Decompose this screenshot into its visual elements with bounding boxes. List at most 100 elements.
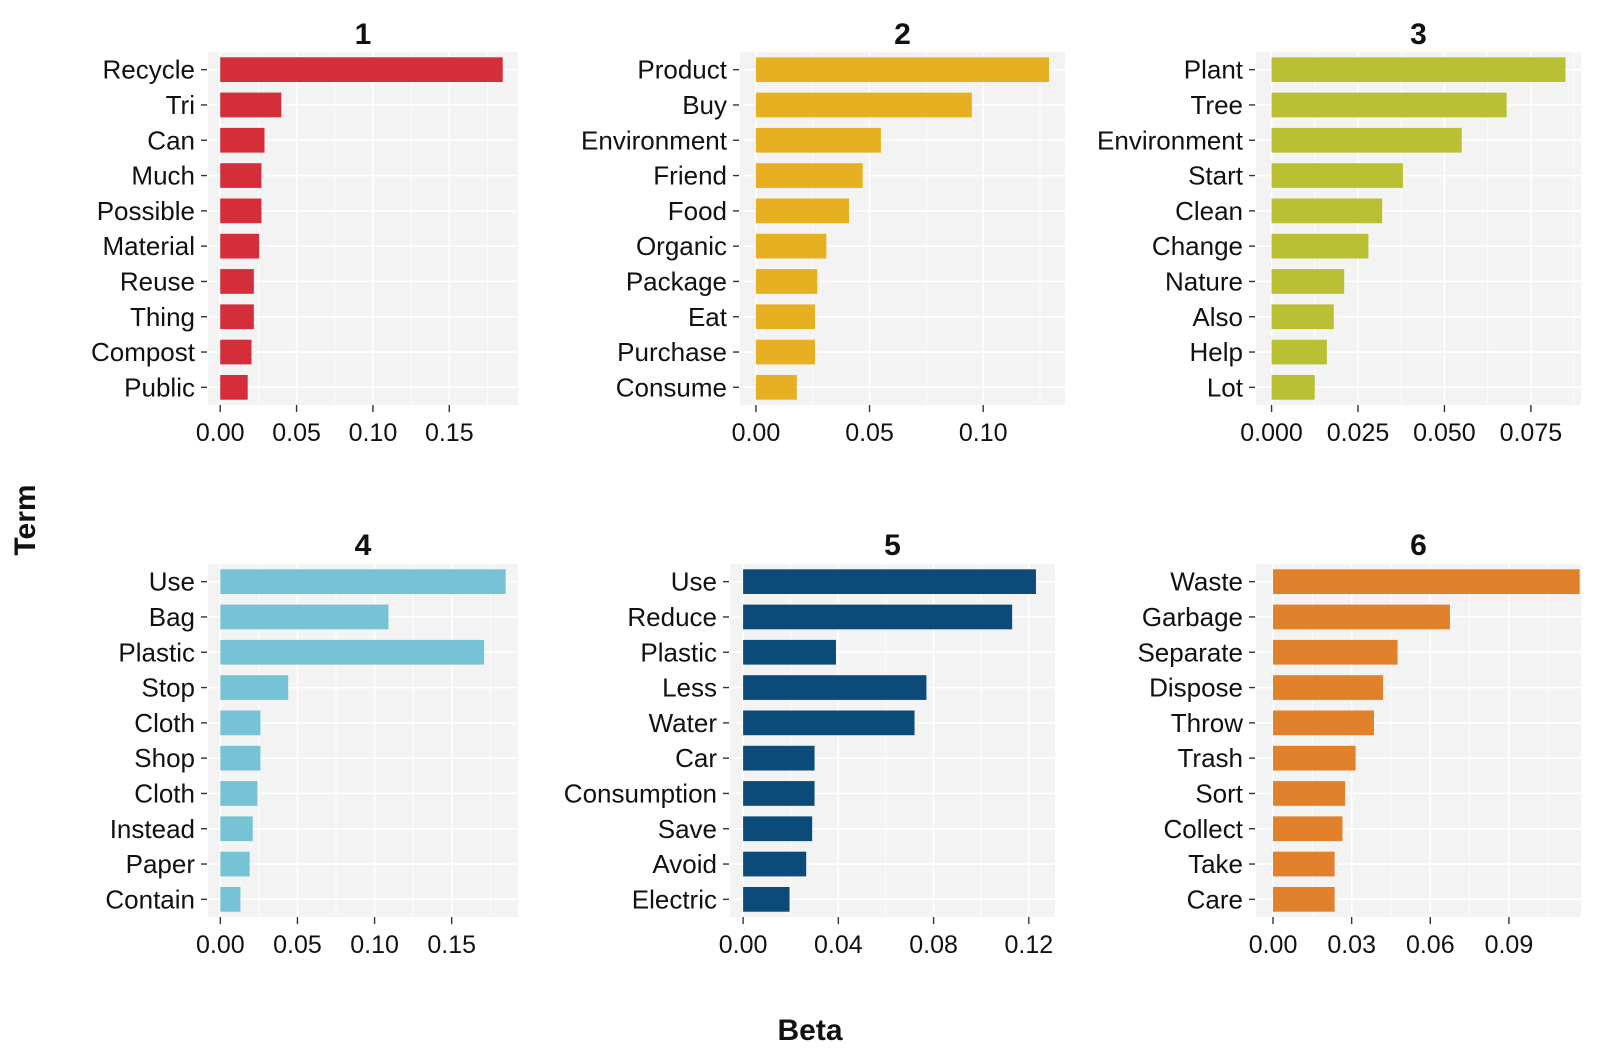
term-label: Collect — [1164, 814, 1244, 844]
bar — [743, 816, 813, 842]
term-label: Consume — [616, 372, 727, 402]
bar — [220, 639, 485, 665]
term-label: Plant — [1184, 55, 1244, 85]
term-label: Start — [1188, 161, 1244, 191]
bar — [743, 781, 815, 806]
bar — [1271, 374, 1315, 400]
term-label: Much — [131, 161, 195, 191]
term-label: Reduce — [627, 602, 717, 632]
bar — [1271, 127, 1462, 153]
bar — [755, 304, 815, 330]
bar — [220, 675, 289, 700]
bar — [220, 816, 253, 842]
term-label: Can — [147, 125, 195, 155]
bar — [1273, 816, 1343, 842]
bar — [220, 92, 282, 118]
x-tick-label: 0.06 — [1406, 931, 1455, 959]
term-label: Throw — [1171, 708, 1243, 738]
bar — [1271, 163, 1403, 188]
bar — [755, 339, 815, 365]
bar — [220, 233, 260, 259]
term-label: Clean — [1175, 196, 1243, 226]
term-label: Use — [149, 567, 195, 597]
bar — [220, 269, 254, 294]
term-label: Paper — [126, 849, 196, 879]
term-label: Tri — [166, 90, 195, 120]
term-label: Avoid — [652, 849, 717, 879]
term-label: Electric — [632, 884, 717, 914]
panel-1: 0.00 0.05 0.10 0.15 Recycle Tri Can Much Possibl… — [91, 18, 518, 447]
term-label: Possible — [97, 196, 195, 226]
term-label: Food — [668, 196, 727, 226]
bar — [743, 639, 836, 665]
bar — [755, 198, 850, 224]
term-label: Thing — [130, 302, 195, 332]
bar — [1273, 604, 1450, 630]
x-tick-label: 0.05 — [272, 419, 321, 447]
bar — [743, 851, 807, 877]
x-axis-title: Beta — [777, 1014, 842, 1047]
term-label: Friend — [653, 161, 727, 191]
term-label: Organic — [636, 231, 727, 261]
panel-4: 0.00 0.05 0.10 0.15 Use Bag Plastic Stop Cloth Sh… — [105, 529, 518, 959]
term-label: Bag — [149, 602, 195, 632]
bar — [1273, 851, 1335, 877]
x-tick-label: 0.04 — [814, 931, 863, 959]
bar — [220, 604, 389, 630]
term-label: Waste — [1170, 567, 1243, 597]
bar — [755, 57, 1050, 83]
bar — [1271, 304, 1334, 330]
bar — [220, 710, 261, 736]
bar — [743, 710, 915, 736]
x-tick-label: 0.10 — [349, 419, 398, 447]
bar — [755, 374, 797, 400]
term-label: Use — [671, 567, 717, 597]
bar — [220, 127, 265, 153]
panel-6: 0.00 0.03 0.06 0.09 Waste Garbage Separate Disp… — [1137, 529, 1581, 959]
term-label: Plastic — [118, 637, 195, 667]
term-label: Material — [103, 231, 195, 261]
bar — [755, 163, 863, 188]
term-label: Plastic — [640, 637, 717, 667]
term-label: Also — [1192, 302, 1243, 332]
bar — [743, 745, 815, 771]
bar — [1271, 233, 1369, 259]
bar — [220, 569, 506, 595]
term-label: Take — [1188, 849, 1243, 879]
bar — [743, 569, 1036, 595]
bar — [1271, 339, 1327, 365]
term-label: Public — [124, 372, 195, 402]
panel-5: 0.00 0.04 0.08 0.12 Use Reduce Plastic Less Wate… — [564, 529, 1055, 959]
bar — [220, 781, 258, 806]
term-label: Trash — [1178, 743, 1244, 773]
panel-3: 0.000 0.025 0.050 0.075 Plant Tree Environment… — [1097, 18, 1581, 447]
panel-title: 5 — [884, 529, 901, 562]
panel-title: 3 — [1410, 18, 1427, 51]
x-tick-label: 0.050 — [1413, 419, 1476, 447]
panel-title: 6 — [1410, 529, 1427, 562]
term-label: Cloth — [134, 778, 195, 808]
term-label: Dispose — [1149, 673, 1243, 703]
bar — [1273, 639, 1398, 665]
bar — [1271, 198, 1383, 224]
term-label: Change — [1152, 231, 1243, 261]
term-label: Recycle — [103, 55, 195, 85]
bar — [220, 339, 252, 365]
bar — [220, 198, 262, 224]
term-label: Consumption — [564, 778, 717, 808]
bar — [220, 851, 250, 877]
bar — [220, 745, 261, 771]
term-label: Purchase — [617, 337, 727, 367]
term-label: Stop — [142, 673, 196, 703]
term-label: Less — [662, 673, 717, 703]
x-tick-label: 0.08 — [909, 931, 958, 959]
bar — [1271, 269, 1345, 294]
term-label: Tree — [1191, 90, 1244, 120]
bar — [755, 233, 827, 259]
bar — [1273, 781, 1346, 806]
bar — [1273, 710, 1374, 736]
x-tick-label: 0.075 — [1500, 419, 1563, 447]
bar — [755, 92, 972, 118]
term-label: Contain — [105, 884, 195, 914]
